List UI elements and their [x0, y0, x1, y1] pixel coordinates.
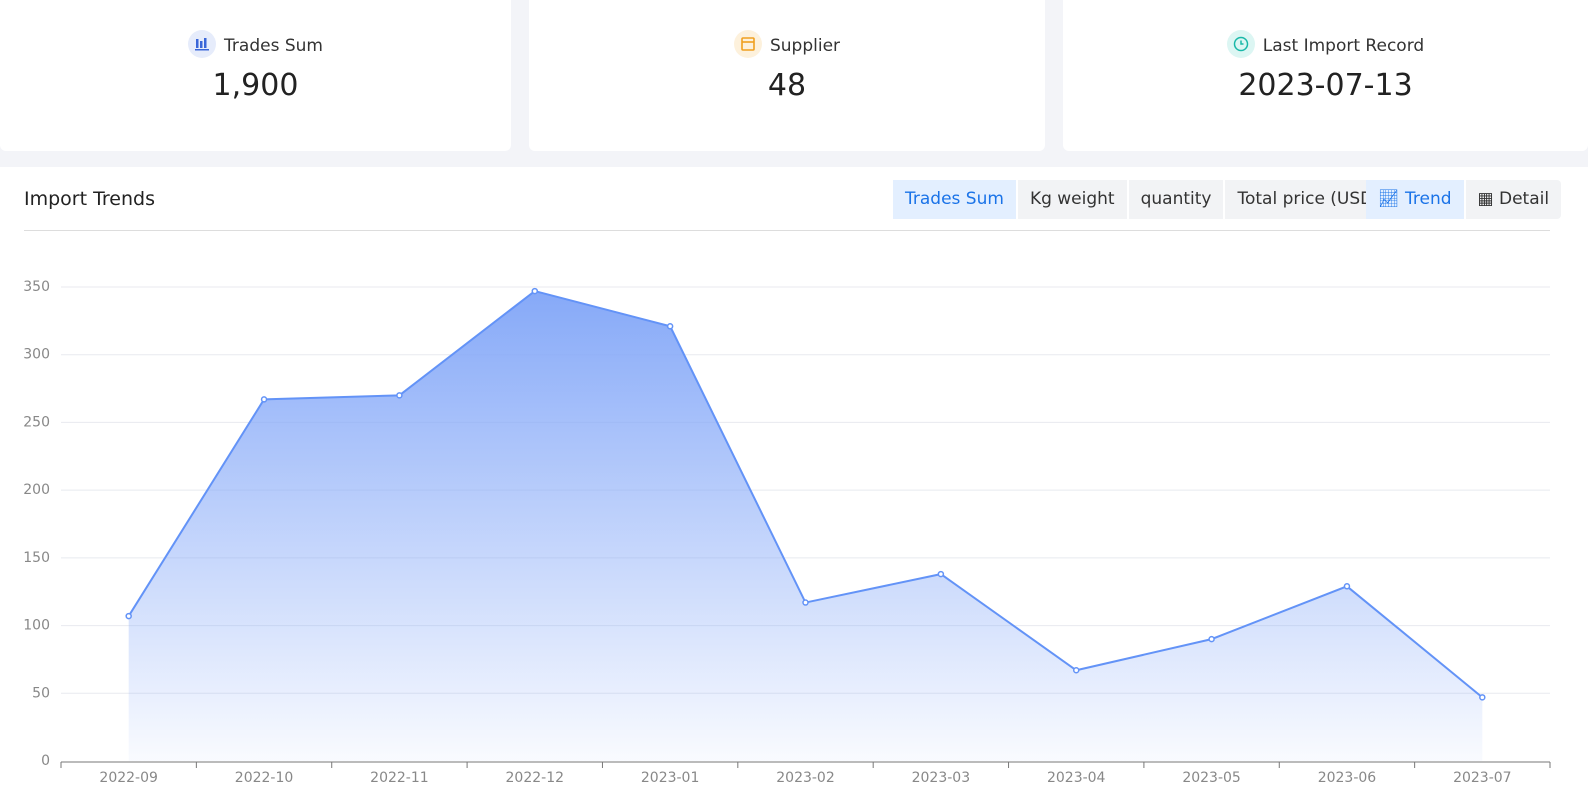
point [125, 612, 132, 620]
tab[interactable]: Total price (USD) [1237, 189, 1380, 209]
card-label: Trades Sum [224, 36, 323, 56]
point [1343, 583, 1351, 590]
y-tick-label: 100 [23, 618, 50, 634]
card-value: 48 [767, 68, 807, 103]
x-tick-label: 2023-06 [1318, 770, 1377, 786]
view-tab[interactable]: ▦ Detail [1477, 189, 1550, 209]
point [531, 287, 539, 295]
point [802, 599, 809, 606]
x-tick-label: 2023-04 [1047, 770, 1106, 786]
x-tick-label: 2023-05 [1182, 770, 1241, 786]
tab[interactable]: Kg weight [1018, 180, 1129, 219]
x-tick-label: 2022-12 [506, 770, 565, 786]
point [1072, 667, 1080, 674]
metric-tabs: Trades Sum Kg weight quantity Total pric… [893, 180, 1392, 219]
view-tabs: 📈︎ Trend ▦ Detail [1366, 180, 1562, 219]
y-tick-label: 0 [41, 753, 50, 769]
panel-title: Import Trends [24, 188, 155, 210]
y-tick-label: 50 [32, 685, 50, 701]
card-value: 1,900 [212, 68, 299, 103]
card: Supplier 48 [529, 0, 1045, 151]
tab[interactable]: quantity [1129, 180, 1226, 219]
x-tick-label: 2023-07 [1453, 770, 1512, 786]
card-label: Supplier [769, 36, 841, 56]
x-tick-label: 2023-03 [912, 770, 971, 786]
view-label: Trend [1405, 189, 1452, 209]
card-value: 2023-07-13 [1238, 68, 1413, 103]
point [1208, 635, 1215, 643]
area [128, 291, 1483, 761]
card-label: Last Import Record [1262, 36, 1425, 56]
y-tick-label: 150 [23, 550, 50, 566]
x-tick-label: 2022-10 [235, 770, 294, 786]
point [396, 392, 403, 399]
x-tick-label: 2023-02 [776, 770, 835, 786]
y-tick-label: 350 [23, 279, 50, 295]
view-tab[interactable]: 📈︎ Trend [1366, 180, 1466, 219]
tab[interactable]: Trades Sum [893, 180, 1018, 219]
view-label: Detail [1499, 189, 1550, 209]
y-tick-label: 300 [23, 347, 50, 363]
divider [24, 230, 1550, 231]
card: Last Import Record 2023-07-13 [1063, 0, 1588, 151]
x-tick-label: 2023-01 [641, 770, 700, 786]
point [260, 396, 268, 403]
card: Trades Sum 1,900 [0, 0, 511, 151]
y-tick-label: 250 [23, 414, 50, 430]
point [1479, 694, 1486, 701]
x-tick-label: 2022-09 [99, 770, 158, 786]
point [666, 323, 674, 330]
y-tick-label: 200 [23, 482, 50, 498]
x-tick-label: 2022-11 [370, 770, 429, 786]
point [937, 570, 945, 578]
